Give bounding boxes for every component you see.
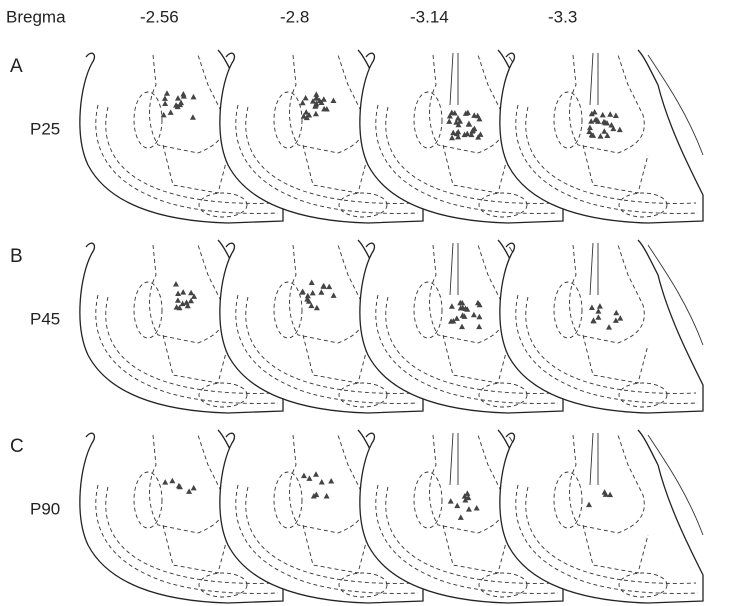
row-age: P45: [30, 309, 60, 328]
row-letter: C: [10, 436, 24, 457]
bregma-label: Bregma: [6, 7, 66, 26]
row-letter: B: [10, 246, 23, 267]
figure: Bregma -2.56 -2.8 -3.14 -3.3 A P25 B P45 C P90: [0, 0, 732, 606]
row-age: P90: [30, 499, 60, 518]
bregma-level: -3.14: [410, 7, 449, 26]
bregma-level: -2.8: [280, 7, 309, 26]
bregma-level: -2.56: [140, 7, 179, 26]
row-letter: A: [10, 56, 23, 77]
sections: [80, 50, 703, 603]
row-age: P25: [30, 119, 60, 138]
bregma-level: -3.3: [548, 7, 577, 26]
